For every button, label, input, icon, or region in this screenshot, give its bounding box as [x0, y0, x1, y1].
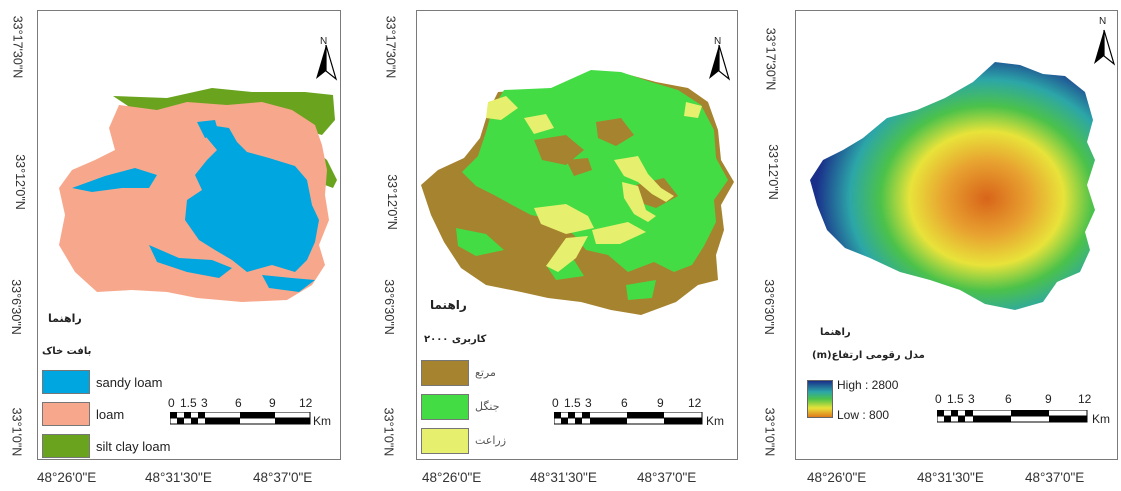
longitude-label: 48°31'30"E — [145, 470, 212, 485]
legend-label: sandy loam — [96, 375, 163, 390]
scale-number: 6 — [1005, 392, 1012, 406]
agriculture-zone — [614, 156, 674, 202]
elevation-map — [810, 62, 1095, 310]
latitude-label: 33°1'0"N — [762, 407, 777, 457]
longitude-label: 48°26'0"E — [37, 470, 97, 485]
rangeland-zone — [476, 200, 534, 230]
legend-label: جنگل — [475, 400, 500, 413]
latitude-label: 33°12'0"N — [384, 174, 399, 230]
silt-clay-loam-zone — [113, 88, 335, 135]
forest-zone — [456, 228, 504, 256]
scale-number: 6 — [235, 396, 242, 410]
agriculture-zone — [592, 222, 646, 244]
soil-texture-map — [59, 88, 337, 302]
agriculture-zone — [546, 236, 588, 272]
latitude-label: 33°17'30"N — [10, 15, 25, 79]
legend-label: زراعت — [475, 434, 507, 447]
longitude-label: 48°31'30"E — [530, 470, 597, 485]
scale-bar-numbers: 0 1.5 3 6 9 12 — [552, 396, 712, 410]
latitude-label: 33°6'30"N — [381, 279, 396, 335]
legend-title: راهنما — [430, 298, 467, 312]
scale-number: 12 — [299, 396, 313, 410]
latitude-label: 33°12'0"N — [12, 154, 27, 210]
scale-number: 12 — [1078, 392, 1092, 406]
agriculture-zone — [524, 114, 554, 134]
latitude-label: 33°17'30"N — [383, 15, 398, 79]
agriculture-zone — [622, 182, 656, 222]
legend-title: راهنما — [48, 312, 82, 325]
scale-number: 0 — [935, 392, 942, 406]
north-arrow-icon — [316, 44, 338, 81]
rangeland-zone — [534, 135, 584, 165]
rangeland-zone — [596, 118, 634, 146]
legend-subtitle: کاربری ۲۰۰۰ — [424, 334, 487, 345]
scale-bar — [554, 412, 703, 425]
latitude-label: 33°6'30"N — [761, 279, 776, 335]
land-use-map — [421, 70, 734, 315]
legend-label: loam — [96, 407, 125, 422]
legend-swatch-sandy-loam — [42, 370, 90, 394]
scale-bar — [170, 412, 311, 425]
sandy-loam-zone — [72, 168, 157, 192]
north-arrow-icon — [1094, 29, 1116, 66]
scale-number: 0 — [168, 396, 175, 410]
gradient-low-label: Low : 800 — [837, 408, 890, 422]
longitude-label: 48°26'0"E — [807, 470, 867, 485]
longitude-label: 48°31'30"E — [917, 470, 984, 485]
forest-zone — [626, 280, 656, 300]
sandy-loam-zone — [197, 120, 219, 138]
scale-number: 1.5 — [947, 392, 964, 406]
legend-swatch-loam — [42, 402, 90, 426]
scale-unit: Km — [313, 414, 331, 428]
gradient-high-label: High : 2800 — [837, 378, 899, 392]
latitude-label: 33°17'30"N — [763, 27, 778, 91]
scale-unit: Km — [1092, 412, 1110, 426]
scale-number: 1.5 — [180, 396, 197, 410]
north-label: N — [714, 36, 722, 47]
longitude-label: 48°37'0"E — [253, 470, 313, 485]
agriculture-zone — [486, 96, 518, 120]
scale-number: 9 — [269, 396, 276, 410]
latitude-label: 33°6'30"N — [8, 279, 23, 335]
scale-bar — [937, 410, 1088, 423]
scale-number: 9 — [1045, 392, 1052, 406]
scale-number: 3 — [201, 396, 208, 410]
agriculture-zone — [534, 204, 594, 234]
legend-swatch-silt-clay-loam — [42, 434, 90, 458]
legend-swatch-agriculture — [421, 428, 469, 454]
scale-number: 6 — [621, 396, 628, 410]
scale-number: 0 — [552, 396, 559, 410]
scale-number: 1.5 — [564, 396, 581, 410]
north-label: N — [320, 36, 328, 47]
scale-number: 9 — [657, 396, 664, 410]
legend-label: مرتع — [475, 366, 496, 379]
elevation-surface — [810, 62, 1095, 310]
legend-label: silt clay loam — [96, 439, 171, 454]
sandy-loam-zone — [149, 245, 232, 278]
elevation-color-ramp — [807, 380, 833, 418]
legend-swatch-rangeland — [421, 360, 469, 386]
scale-bar-numbers: 0 1.5 3 6 9 12 — [935, 392, 1095, 406]
scale-number: 3 — [968, 392, 975, 406]
latitude-label: 33°1'0"N — [9, 407, 24, 457]
scale-number: 3 — [585, 396, 592, 410]
north-arrow-icon — [709, 44, 731, 81]
agriculture-zone — [684, 102, 702, 118]
north-label: N — [1099, 16, 1107, 27]
longitude-label: 48°37'0"E — [1025, 470, 1085, 485]
rangeland-zone — [566, 158, 592, 176]
sandy-loam-zone — [262, 275, 315, 292]
scale-bar-numbers: 0 1.5 3 6 9 12 — [168, 396, 328, 410]
legend-title: راهنما — [820, 327, 851, 338]
legend-subtitle: بافت خاک — [42, 346, 92, 357]
scale-unit: Km — [706, 414, 724, 428]
sandy-loam-zone — [185, 125, 319, 272]
latitude-label: 33°12'0"N — [765, 144, 780, 200]
longitude-label: 48°26'0"E — [422, 470, 482, 485]
legend-swatch-forest — [421, 394, 469, 420]
longitude-label: 48°37'0"E — [637, 470, 697, 485]
latitude-label: 33°1'0"N — [381, 407, 396, 457]
scale-number: 12 — [688, 396, 702, 410]
legend-subtitle: مدل رقومی ارتفاع(m) — [812, 350, 925, 361]
